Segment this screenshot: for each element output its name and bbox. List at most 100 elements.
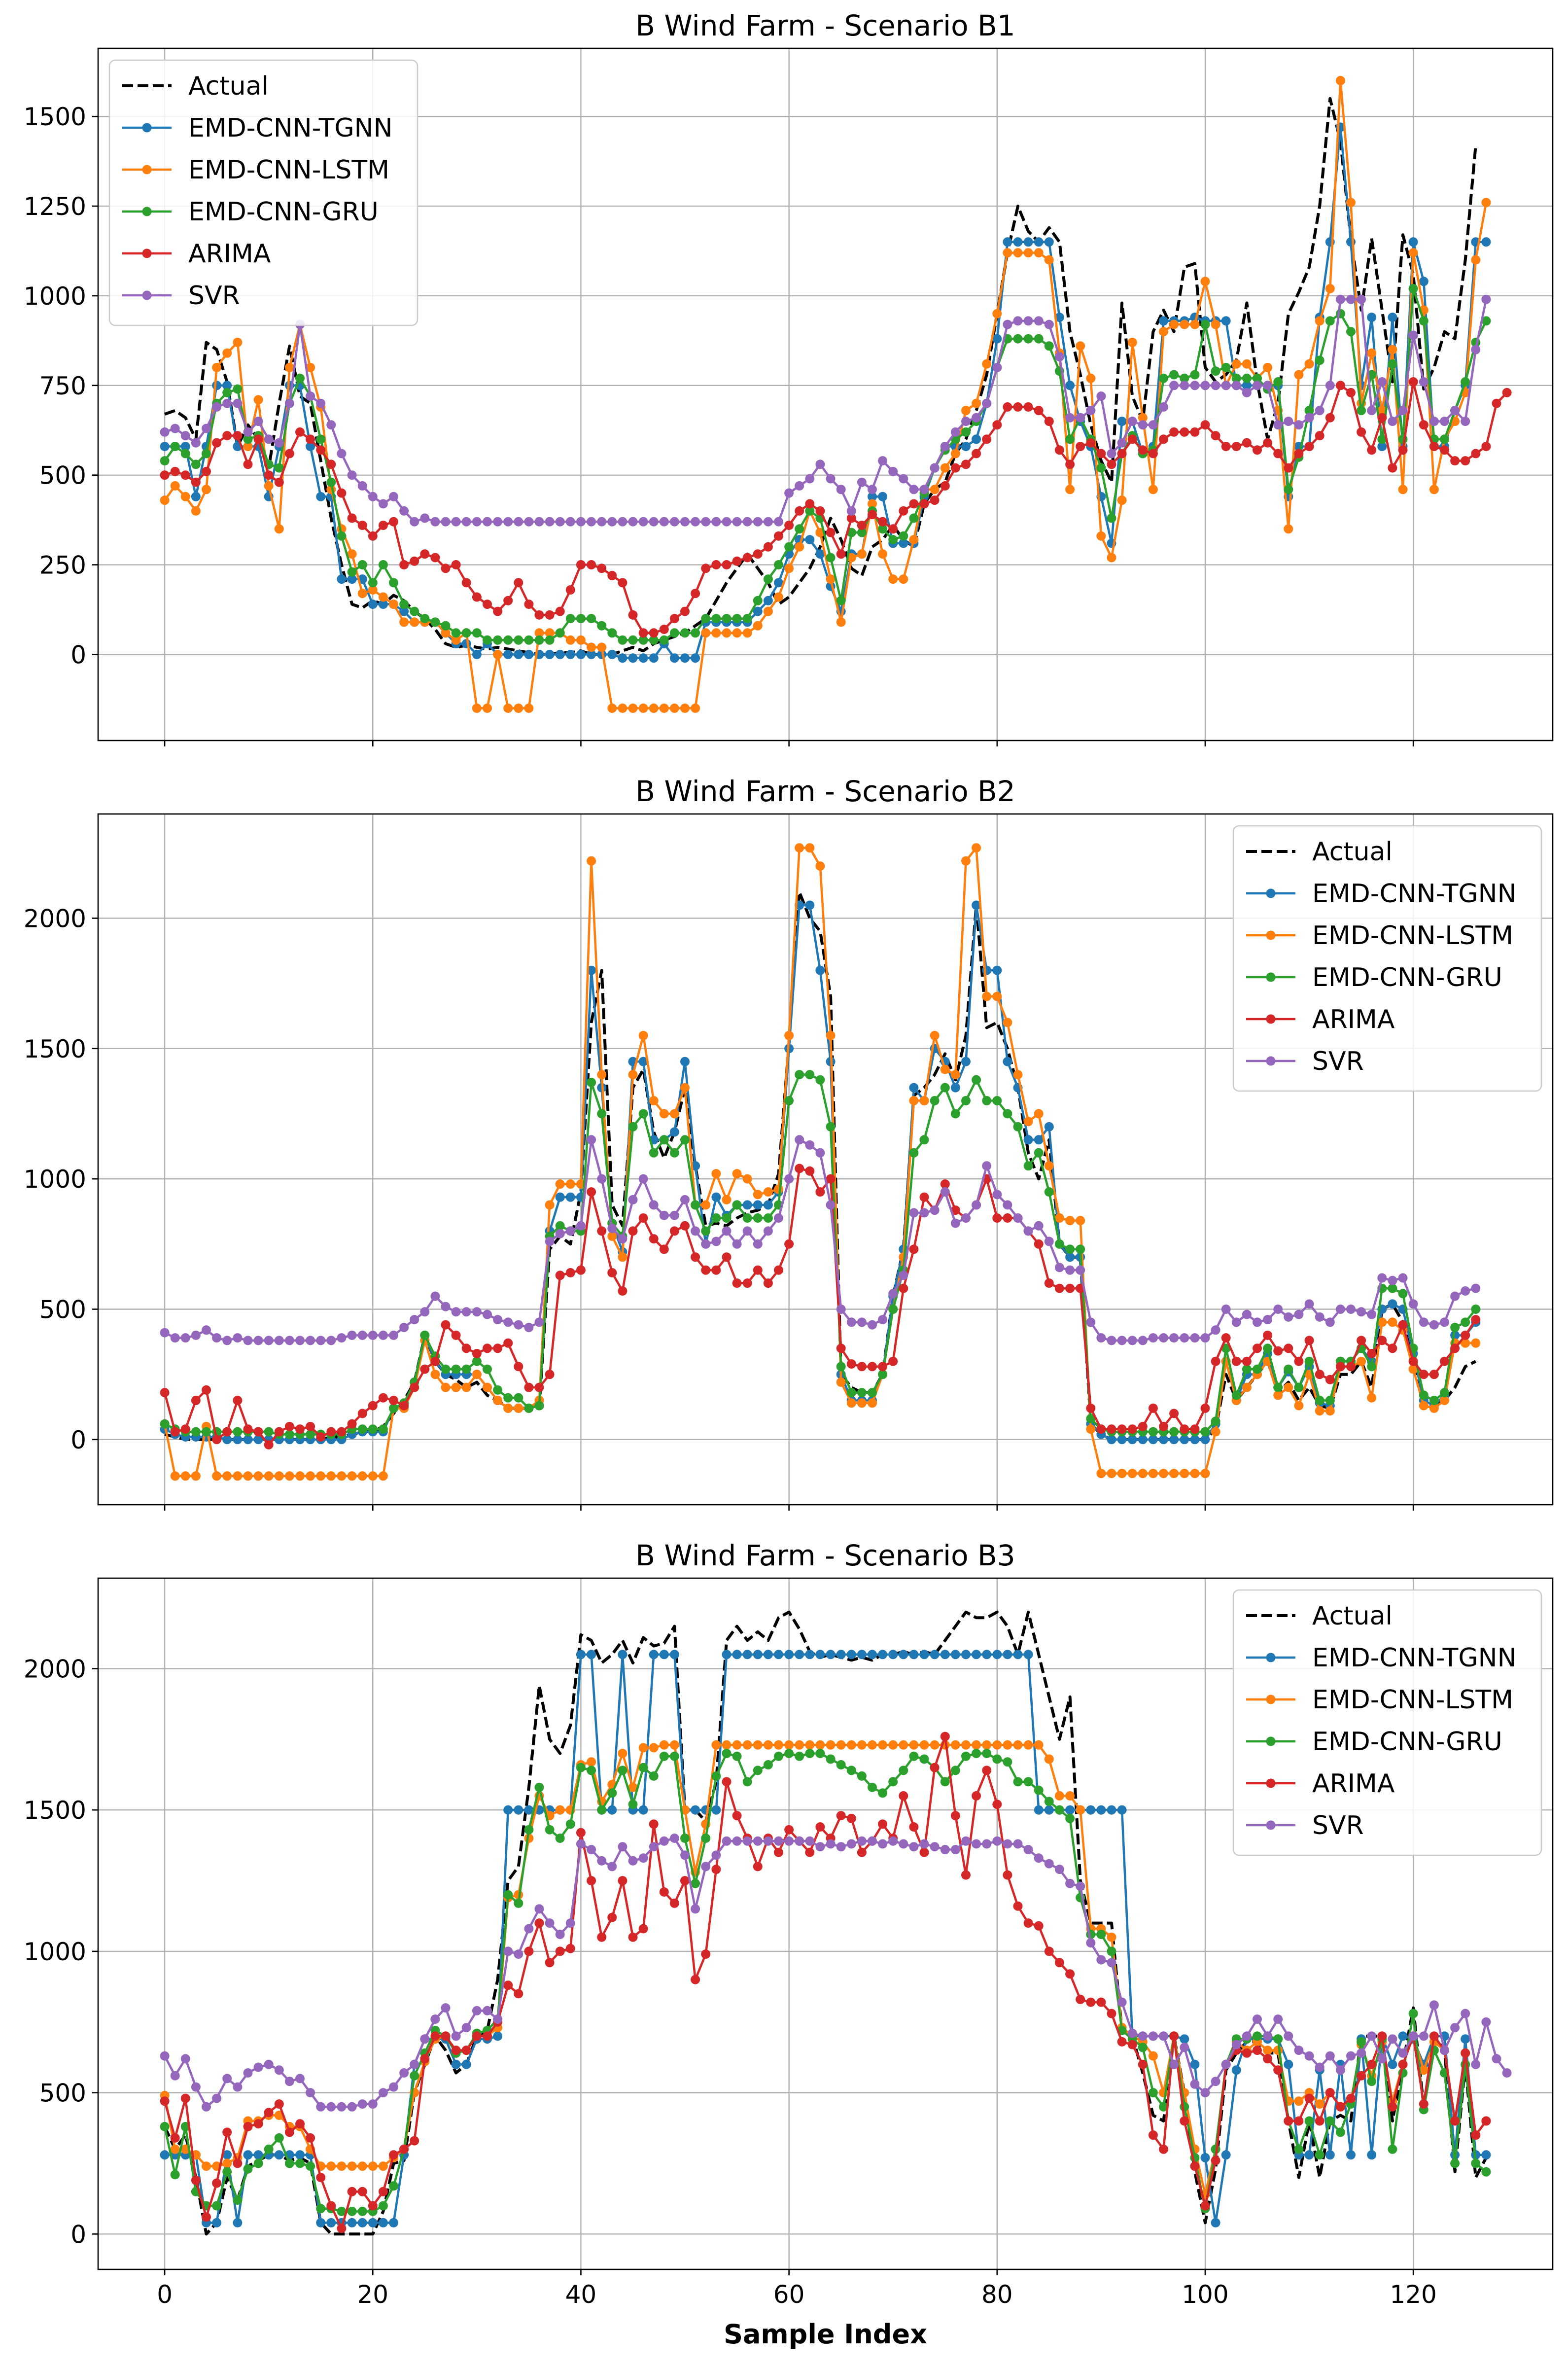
data-point-svr bbox=[972, 413, 981, 423]
data-point-emd-cnn-lstm bbox=[1013, 248, 1023, 258]
data-point-svr bbox=[1315, 2062, 1324, 2072]
data-point-svr bbox=[940, 442, 950, 451]
data-point-emd-cnn-gru bbox=[930, 1096, 940, 1105]
x-tick-label: 0 bbox=[157, 2280, 173, 2309]
data-point-svr bbox=[1044, 1859, 1054, 1869]
data-point-svr bbox=[483, 517, 492, 527]
data-point-svr bbox=[1034, 316, 1044, 326]
legend: ActualEMD-CNN-TGNNEMD-CNN-LSTMEMD-CNN-GR… bbox=[1232, 1589, 1542, 1856]
data-point-svr bbox=[1013, 1213, 1023, 1223]
data-point-emd-cnn-gru bbox=[701, 614, 711, 624]
data-point-emd-cnn-tgnn bbox=[950, 1650, 960, 1660]
data-point-svr bbox=[763, 1836, 773, 1846]
y-tick-label: 1000 bbox=[24, 282, 86, 311]
data-point-svr bbox=[1429, 417, 1439, 426]
data-point-svr bbox=[253, 2062, 263, 2072]
data-point-emd-cnn-lstm bbox=[919, 1096, 929, 1105]
data-point-emd-cnn-tgnn bbox=[160, 442, 170, 451]
data-point-emd-cnn-lstm bbox=[618, 704, 627, 713]
data-point-emd-cnn-gru bbox=[1169, 370, 1179, 380]
plot-frame bbox=[97, 813, 1554, 1506]
data-point-arima bbox=[368, 1401, 378, 1411]
data-point-emd-cnn-gru bbox=[1221, 362, 1231, 372]
data-point-svr bbox=[1117, 1997, 1127, 2007]
data-point-emd-cnn-gru bbox=[1242, 1364, 1252, 1374]
data-point-svr bbox=[1221, 1305, 1231, 1314]
data-point-emd-cnn-lstm bbox=[1211, 1427, 1220, 1437]
data-point-arima bbox=[253, 434, 263, 444]
data-point-emd-cnn-lstm bbox=[732, 1169, 742, 1179]
data-point-svr bbox=[243, 427, 253, 437]
data-point-svr bbox=[1325, 381, 1335, 390]
data-point-arima bbox=[1034, 1921, 1044, 1931]
data-point-emd-cnn-tgnn bbox=[1054, 313, 1064, 322]
data-point-svr bbox=[722, 517, 732, 527]
data-point-emd-cnn-gru bbox=[628, 1122, 638, 1131]
data-point-arima bbox=[576, 1828, 586, 1837]
data-point-svr bbox=[493, 1315, 503, 1325]
data-point-arima bbox=[430, 553, 440, 563]
data-point-emd-cnn-lstm bbox=[1138, 1469, 1148, 1479]
data-point-emd-cnn-lstm bbox=[950, 1070, 960, 1080]
data-point-emd-cnn-tgnn bbox=[243, 1435, 253, 1445]
data-point-emd-cnn-gru bbox=[1253, 2031, 1262, 2041]
data-point-svr bbox=[326, 420, 336, 430]
data-point-arima bbox=[680, 1221, 690, 1231]
data-point-emd-cnn-gru bbox=[1481, 316, 1491, 326]
data-point-emd-cnn-tgnn bbox=[846, 1650, 856, 1660]
data-point-arima bbox=[357, 1409, 367, 1418]
data-point-emd-cnn-lstm bbox=[1408, 248, 1418, 258]
data-point-emd-cnn-tgnn bbox=[1096, 1805, 1106, 1815]
y-tick-label: 1500 bbox=[24, 1796, 86, 1825]
data-point-arima bbox=[233, 2158, 243, 2168]
data-point-emd-cnn-tgnn bbox=[233, 2218, 243, 2227]
data-point-emd-cnn-lstm bbox=[1231, 359, 1241, 369]
data-point-emd-cnn-lstm bbox=[1377, 406, 1387, 416]
data-point-emd-cnn-lstm bbox=[597, 642, 607, 652]
data-point-emd-cnn-gru bbox=[909, 513, 919, 523]
data-point-emd-cnn-tgnn bbox=[826, 1650, 836, 1660]
data-point-svr bbox=[711, 1236, 721, 1246]
data-point-arima bbox=[732, 1811, 742, 1821]
data-point-svr bbox=[503, 1946, 513, 1956]
data-point-emd-cnn-gru bbox=[1034, 1148, 1044, 1158]
data-point-emd-cnn-gru bbox=[555, 1834, 565, 1843]
data-point-emd-cnn-lstm bbox=[909, 535, 919, 545]
data-point-emd-cnn-lstm bbox=[846, 1740, 856, 1750]
data-point-svr bbox=[1054, 1263, 1064, 1272]
data-point-arima bbox=[389, 2150, 398, 2160]
data-point-svr bbox=[233, 2082, 243, 2092]
data-point-emd-cnn-gru bbox=[836, 1362, 846, 1372]
data-point-emd-cnn-lstm bbox=[1127, 1469, 1137, 1479]
data-point-svr bbox=[1044, 1236, 1054, 1246]
data-point-emd-cnn-gru bbox=[691, 1878, 700, 1888]
data-point-svr bbox=[899, 1271, 908, 1280]
data-point-emd-cnn-gru bbox=[961, 1751, 971, 1761]
data-point-svr bbox=[1263, 2031, 1273, 2041]
data-point-arima bbox=[1377, 1336, 1387, 1345]
data-point-emd-cnn-lstm bbox=[1180, 319, 1189, 329]
data-point-emd-cnn-tgnn bbox=[774, 1650, 783, 1660]
data-point-svr bbox=[587, 1845, 596, 1854]
data-point-emd-cnn-lstm bbox=[483, 1382, 492, 1392]
data-point-svr bbox=[1284, 417, 1293, 426]
data-point-arima bbox=[420, 549, 430, 559]
data-point-svr bbox=[1429, 1320, 1439, 1330]
data-point-emd-cnn-lstm bbox=[545, 628, 555, 638]
data-point-svr bbox=[576, 1221, 586, 1231]
data-point-arima bbox=[1304, 442, 1314, 451]
data-point-svr bbox=[461, 1307, 471, 1317]
data-point-arima bbox=[461, 1343, 471, 1353]
data-point-emd-cnn-lstm bbox=[1086, 1424, 1096, 1434]
data-point-arima bbox=[1159, 434, 1168, 444]
data-point-arima bbox=[1242, 1356, 1252, 1366]
data-point-arima bbox=[243, 459, 253, 469]
data-point-arima bbox=[472, 2031, 482, 2041]
series-group bbox=[160, 76, 1512, 713]
data-point-arima bbox=[659, 1887, 669, 1897]
data-point-emd-cnn-tgnn bbox=[555, 1192, 565, 1202]
data-point-emd-cnn-gru bbox=[1034, 1785, 1044, 1795]
data-point-svr bbox=[378, 2088, 388, 2098]
data-point-svr bbox=[1461, 2009, 1470, 2018]
data-point-emd-cnn-gru bbox=[483, 635, 492, 645]
